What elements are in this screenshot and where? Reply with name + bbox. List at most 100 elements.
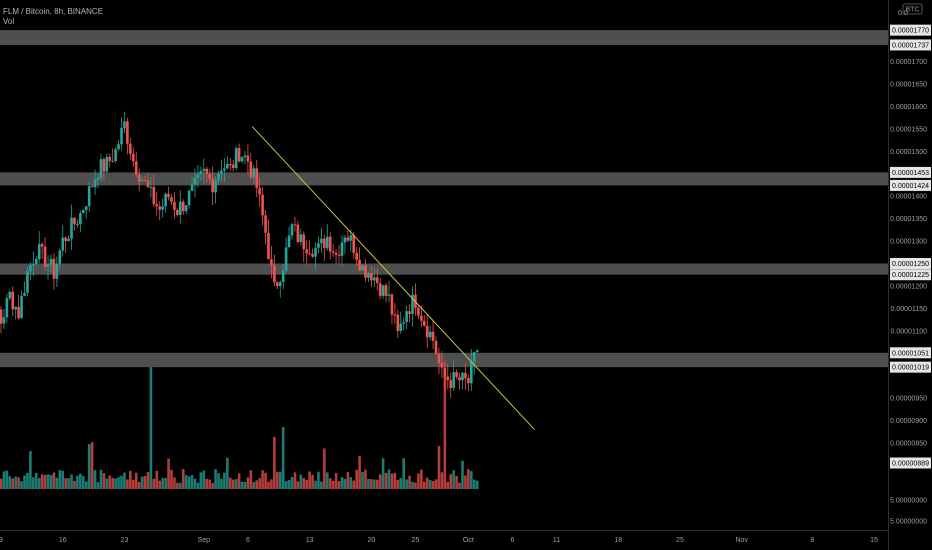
candle-body [375,277,379,284]
candle-body [311,253,314,257]
price-tag-label: 0.00000889 [892,461,929,468]
volume-bar [455,475,458,489]
volume-bar [402,458,405,489]
volume-bar [34,472,38,489]
volume-bar [226,457,229,489]
candle-body [470,361,473,384]
candle-body [393,314,397,316]
candle-body [255,168,259,189]
candle-body [331,251,335,253]
candle-body [193,177,197,185]
volume-bar [96,482,100,489]
volume-bar [111,478,114,489]
candle-body [52,258,56,279]
time-tick-label: Oct [463,537,474,544]
candle-body [117,144,120,150]
price-tag-label: 0.00001019 [892,365,929,372]
price-axis-top-label: 0.0 [898,10,908,17]
candle-body [152,186,156,205]
candle-body [46,264,50,267]
volume-bar [281,427,285,489]
volume-bar [126,479,129,489]
candle-body [384,285,388,296]
price-tag-label: 0.00001051 [892,350,929,357]
volume-bar [87,444,91,489]
support-resistance-zone [0,172,888,186]
candle-body [308,253,311,255]
candle-body [325,236,329,249]
price-tick-label: 0.00000950 [890,396,927,403]
volume-bar [17,477,20,489]
candle-body [34,259,38,265]
candle-body [411,294,414,314]
candle-body [223,168,226,171]
volume-bar [137,482,141,489]
time-tick-label: 8 [810,537,814,544]
volume-bar [452,470,455,489]
candle-body [73,217,76,225]
candle-body [187,190,191,206]
volume-bar [264,472,267,489]
price-tag-label: 0.00001225 [892,272,929,279]
volume-bar [302,478,306,489]
volume-bar [293,472,297,489]
candle-body [302,234,306,250]
volume-bar [396,479,400,489]
volume-bar [58,470,62,489]
price-tick-label: 0.00001150 [891,306,928,313]
currency-label: BTC [906,7,920,14]
volume-bar [76,475,79,489]
candle-body [249,161,253,178]
candle-body [84,206,88,211]
support-resistance-zone [0,30,888,45]
candle-body [129,143,132,154]
volume-bar [231,479,235,489]
candle-body [32,264,35,266]
candle-body [55,263,59,279]
candle-body [199,170,203,175]
candle-body [420,315,423,321]
volume-bar [325,472,329,489]
volume-bar [117,477,120,489]
volume-bar [82,476,85,489]
volume-bar [20,481,23,489]
price-tag-box [890,24,931,36]
candle-body [170,197,173,202]
candle-body [246,155,250,162]
volume-bar [202,470,206,489]
time-tick-label: 15 [870,537,878,544]
time-tick-label: 23 [121,537,129,544]
candle-body [164,193,167,207]
volume-bar [352,480,356,489]
candle-body [293,224,297,226]
volume-bar [26,472,29,489]
candle-body [475,350,479,353]
price-tag-label: 0.00001737 [892,42,929,49]
price-tag-box [890,166,931,178]
price-tag-box [890,457,931,469]
candle-body [205,168,209,174]
volume-bar [467,469,470,489]
volume-bar [228,477,232,489]
candle-body [370,272,373,281]
volume-bar [240,481,244,489]
candle-body [387,294,391,296]
volume-bar [176,482,179,489]
volume-bar [278,471,282,489]
candle-body [443,367,447,377]
volume-bar [161,478,164,489]
candle-body [449,380,453,388]
volume-bar [340,477,344,489]
candle-body [114,149,117,162]
time-tick-label: 13 [306,537,314,544]
volume-bar [443,376,447,489]
candle-body [314,247,317,257]
volume-bar [258,478,261,489]
volume-bar [270,479,273,489]
volume-bar [290,476,294,489]
volume-bar [84,481,88,489]
volume-bar [64,478,67,489]
candle-body [305,249,308,254]
volume-bar [108,475,112,489]
